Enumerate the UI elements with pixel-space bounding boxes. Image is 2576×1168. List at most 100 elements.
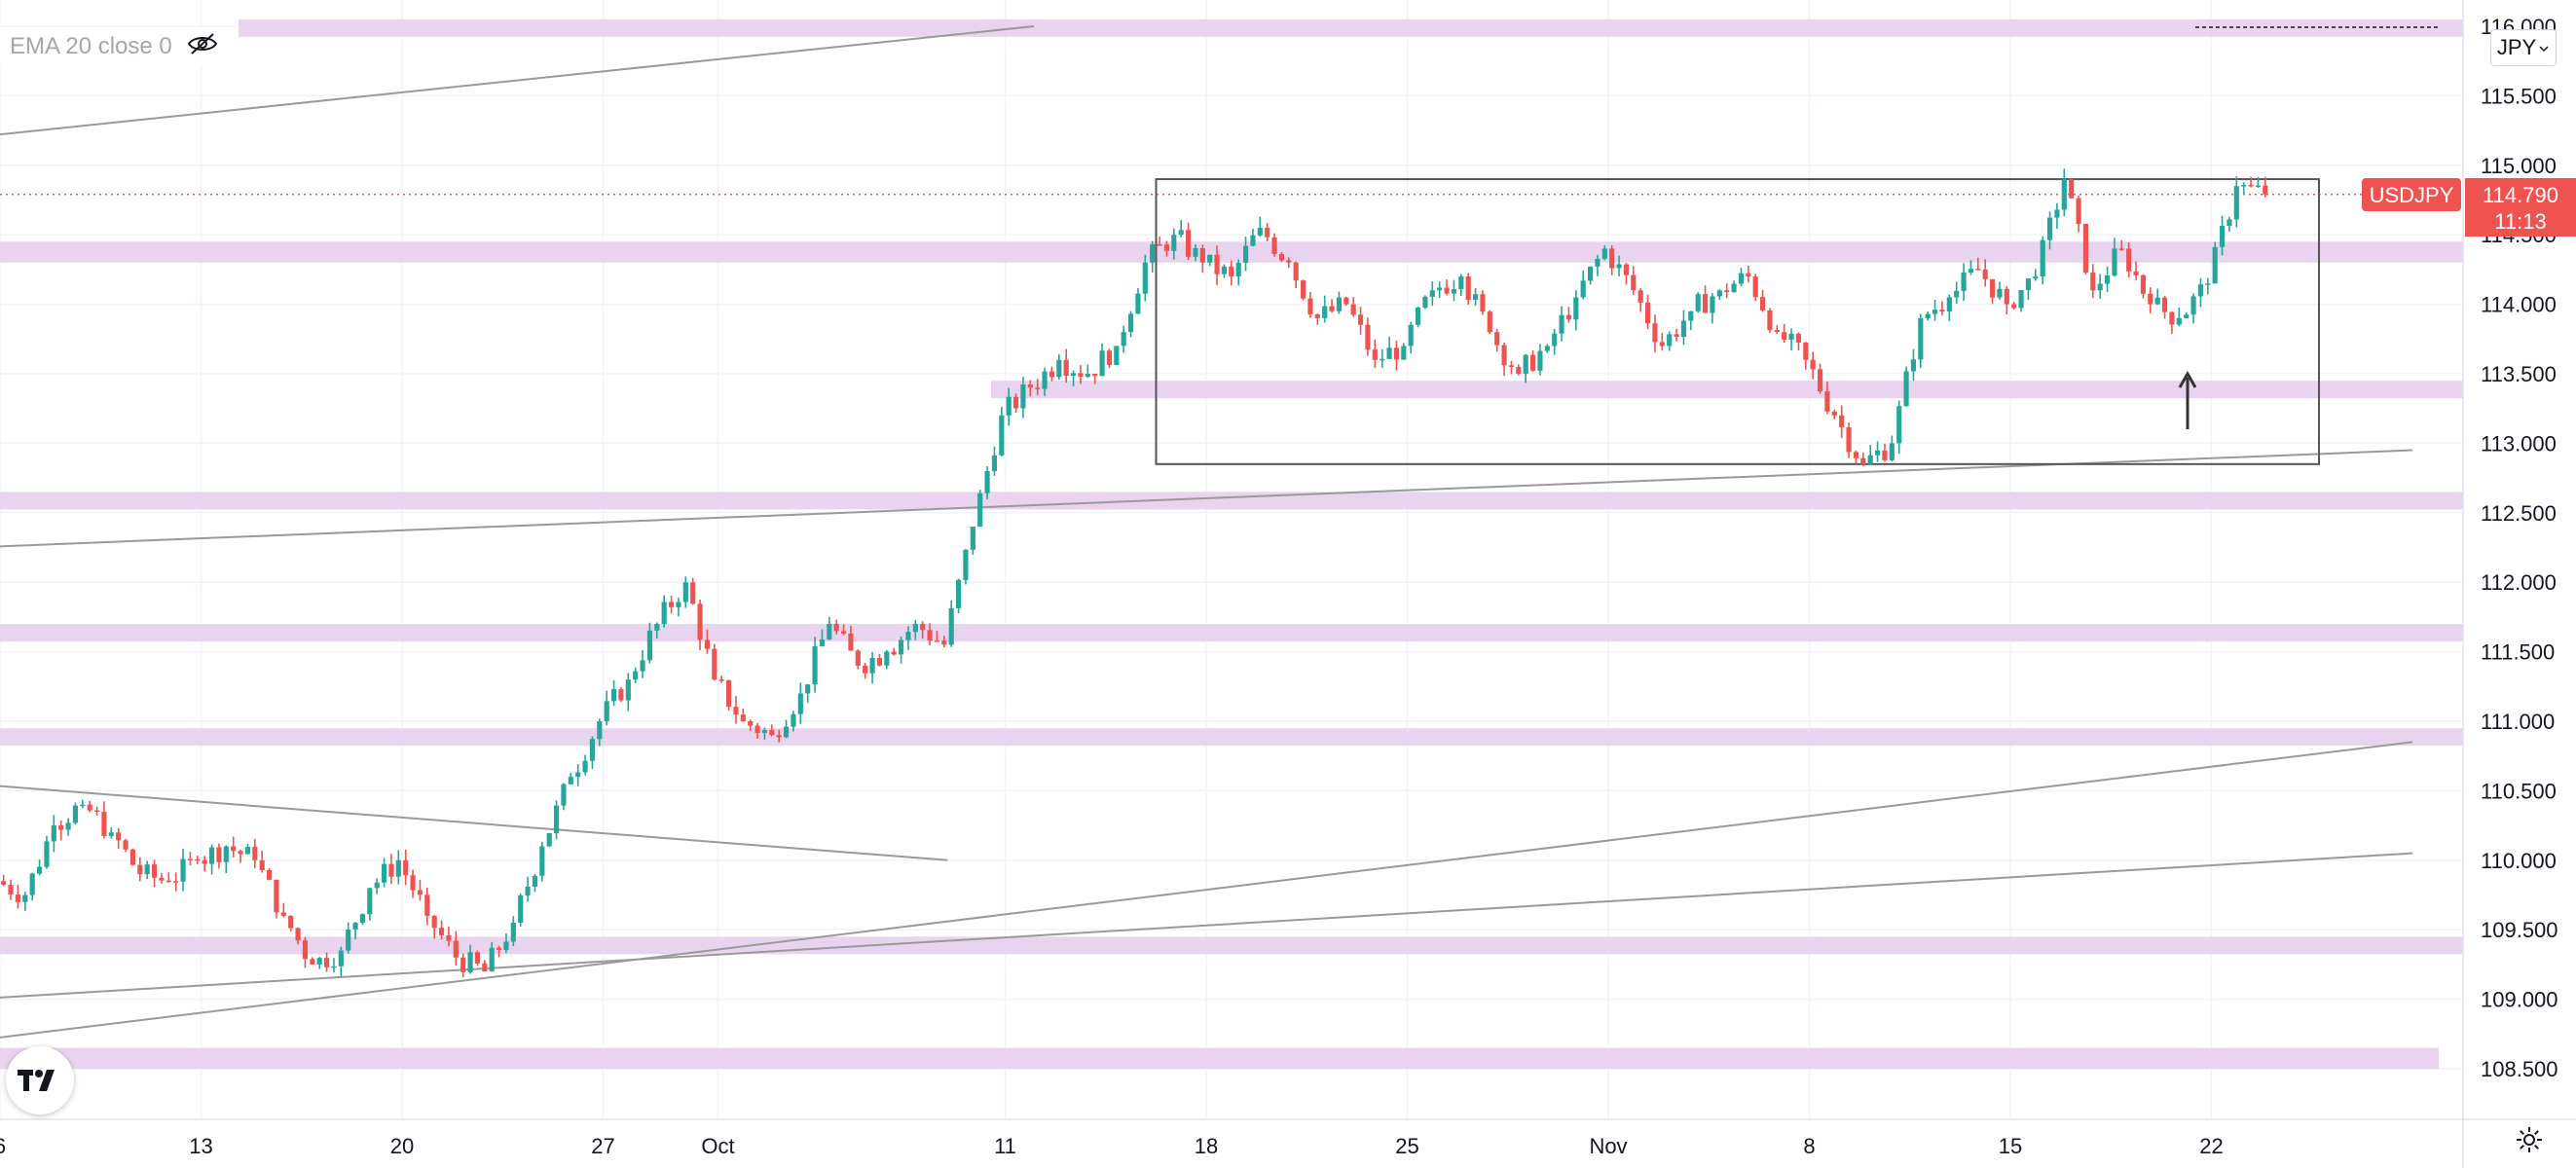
- candle: [1688, 310, 1694, 330]
- candle: [1544, 344, 1550, 353]
- candle: [2104, 266, 2111, 292]
- candle: [1386, 337, 1392, 359]
- candle: [252, 838, 258, 868]
- candle: [144, 860, 150, 880]
- candle: [682, 576, 688, 608]
- candle: [797, 682, 803, 724]
- candle: [1752, 274, 1758, 302]
- candle: [266, 868, 273, 881]
- candle: [1961, 263, 1967, 302]
- candle: [1350, 297, 1356, 317]
- indicator-legend[interactable]: EMA 20 close 0: [0, 27, 229, 66]
- candle: [1415, 307, 1421, 328]
- candle: [2205, 277, 2211, 295]
- eye-crossed-icon[interactable]: [186, 31, 219, 63]
- grid: [0, 0, 2463, 1119]
- candle: [1278, 252, 1285, 263]
- trendlines: [0, 25, 2413, 1039]
- candle: [2184, 311, 2190, 318]
- candle: [1601, 245, 1607, 261]
- x-tick-label: 22: [2199, 1134, 2223, 1158]
- candle: [1106, 348, 1113, 369]
- indicator-label[interactable]: EMA 20 close 0: [10, 33, 172, 59]
- candle: [1300, 279, 1306, 301]
- candle: [431, 915, 437, 939]
- candle: [970, 527, 975, 555]
- candle: [661, 595, 667, 628]
- candle: [2190, 293, 2196, 324]
- candle: [123, 838, 129, 853]
- y-tick-label: 110.000: [2481, 849, 2557, 873]
- time-axis[interactable]: 6 13 20 27 Oct 11 18 25 Nov 8 15 22: [0, 1118, 2576, 1158]
- price-axis[interactable]: 116.000115.500115.000114.500114.000113.5…: [2462, 0, 2558, 1168]
- candle: [438, 920, 445, 940]
- chart-settings-button[interactable]: [2512, 1124, 2547, 1159]
- candle: [1529, 349, 1536, 373]
- candle: [920, 621, 926, 639]
- candle: [1307, 291, 1313, 318]
- candle: [2054, 202, 2060, 229]
- candle: [977, 490, 983, 528]
- candle: [1702, 285, 1709, 313]
- candle: [712, 643, 718, 681]
- candle: [1817, 363, 1823, 394]
- candle: [1056, 353, 1062, 381]
- candle: [1946, 294, 1952, 321]
- candle: [417, 880, 423, 901]
- up-arrow-annotation: [2178, 370, 2197, 430]
- x-tick-label: 6: [0, 1134, 6, 1158]
- candle: [1250, 228, 1256, 247]
- candle: [1472, 287, 1479, 306]
- candle: [1150, 240, 1156, 273]
- candle: [754, 722, 760, 740]
- candle: [180, 848, 186, 892]
- sr-zone: [239, 18, 2463, 37]
- candle: [2040, 236, 2045, 285]
- candle: [15, 884, 21, 909]
- candle: [424, 887, 430, 926]
- y-tick-label: 115.500: [2481, 84, 2557, 108]
- candle: [999, 407, 1005, 456]
- candle: [216, 843, 222, 869]
- candle: [991, 446, 998, 476]
- candle: [1127, 310, 1134, 338]
- candle: [848, 625, 854, 651]
- tradingview-logo[interactable]: [6, 1046, 74, 1114]
- price-tag-bg: [2465, 178, 2576, 237]
- y-tick-label: 111.000: [2481, 710, 2555, 734]
- sr-zone: [991, 381, 2463, 399]
- candle: [1314, 313, 1320, 325]
- candle: [2161, 295, 2168, 319]
- y-tick-label: 110.500: [2481, 779, 2557, 803]
- candle: [1803, 342, 1809, 370]
- candle: [783, 719, 790, 739]
- y-tick-label: 112.000: [2481, 570, 2557, 595]
- candle: [1329, 299, 1335, 313]
- candle: [769, 724, 775, 737]
- candle: [36, 858, 43, 876]
- currency-label: JPY: [2496, 35, 2537, 59]
- candle: [733, 696, 739, 724]
- candle: [44, 835, 50, 869]
- candle: [1724, 283, 1730, 299]
- y-tick-label: 109.500: [2481, 918, 2558, 942]
- candle: [1207, 254, 1213, 267]
- currency-dropdown[interactable]: JPY: [2490, 29, 2557, 66]
- candle: [1638, 288, 1643, 312]
- candle: [1365, 317, 1371, 356]
- candle: [173, 872, 179, 892]
- candle: [761, 727, 768, 740]
- candle: [302, 936, 309, 968]
- candle: [2212, 241, 2218, 284]
- candle: [467, 944, 473, 974]
- candle: [1659, 333, 1665, 351]
- candle: [1903, 366, 1909, 407]
- candle: [646, 622, 653, 664]
- candle: [1135, 287, 1141, 314]
- candle: [1114, 346, 1120, 366]
- trendline: [0, 785, 948, 861]
- x-tick-label: 15: [1999, 1134, 2022, 1158]
- candle: [331, 958, 337, 972]
